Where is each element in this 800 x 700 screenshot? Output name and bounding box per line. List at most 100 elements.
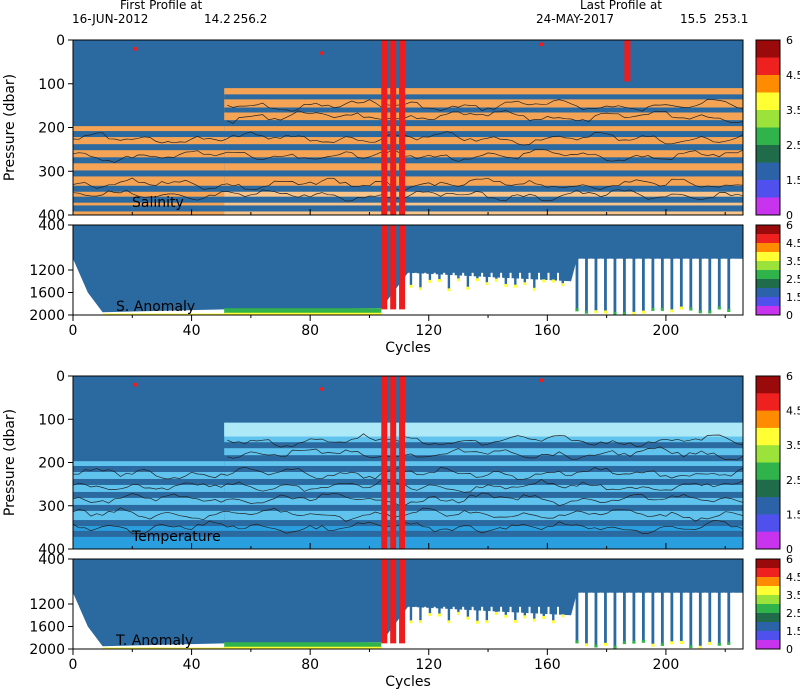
anomaly-strip: [224, 642, 382, 649]
contour-line: [72, 492, 744, 507]
profile-column: [708, 225, 712, 312]
profile-gap: [685, 258, 688, 309]
profile-gap: [490, 272, 493, 282]
profile-column: [466, 225, 470, 288]
profile-column: [438, 559, 441, 615]
profile-column: [641, 559, 645, 641]
profile-column: [485, 225, 489, 284]
profile-column: [651, 559, 655, 645]
x-tick-label: 200: [653, 323, 680, 339]
colorbar-segment: [756, 631, 780, 641]
colorbar-segment: [756, 197, 780, 216]
contour-line: [72, 148, 744, 163]
profile-gap: [528, 272, 531, 282]
colorbar-frame: [755, 375, 781, 550]
profile-gap: [433, 606, 436, 616]
bad-point: [133, 46, 138, 51]
colorbar-segment: [756, 279, 780, 289]
bad-profile-column: [390, 225, 397, 310]
profile-end: [551, 279, 555, 283]
panel-title: T. Anomaly: [115, 633, 193, 649]
flag-band: [73, 442, 743, 449]
profile-gap: [538, 606, 541, 616]
colorbar-segment: [756, 261, 780, 271]
profile-end: [603, 642, 608, 646]
profile-gap: [500, 606, 503, 616]
profile-column: [689, 225, 693, 309]
panel-title: S. Anomaly: [116, 299, 195, 315]
profile-gap: [637, 258, 640, 309]
profile-end: [651, 643, 655, 647]
contour-line: [72, 189, 744, 202]
profile-end: [523, 282, 527, 286]
profile-gap: [704, 592, 707, 643]
profile-column: [523, 225, 527, 284]
colorbar-tick-label: 1.5: [786, 625, 800, 638]
profile-gap: [666, 592, 669, 643]
profile-end: [485, 282, 489, 286]
colorbar-tick-label: 2.5: [786, 139, 800, 152]
profile-column: [594, 225, 598, 312]
colorbar-segment: [756, 162, 780, 181]
profile-end: [494, 611, 498, 615]
y-tick-label: 400: [38, 542, 65, 558]
profile-end: [613, 645, 617, 649]
colorbar-tick-label: 4.5: [786, 571, 800, 584]
anomaly-strip: [224, 646, 382, 649]
last-profile-date: 24-MAY-2017: [536, 12, 614, 26]
colorbar-segment: [756, 40, 780, 58]
profile-end: [418, 287, 422, 291]
flag-band: [73, 530, 743, 537]
bad-point: [320, 386, 325, 391]
colorbar-segment: [756, 622, 780, 632]
profile-column: [660, 559, 664, 644]
colorbar-segment: [756, 393, 780, 412]
profile-column: [632, 225, 636, 313]
flag-band: [73, 157, 743, 164]
profile-end: [542, 615, 546, 619]
profile-column: [604, 559, 607, 644]
y-tick-label: 400: [38, 208, 65, 224]
colorbar-segment: [756, 145, 780, 163]
colorbar-tick-label: 0: [786, 309, 793, 322]
colorbar: 6 4.5 3.5 2.5 1.5 0: [755, 219, 800, 322]
profile-end: [428, 279, 432, 283]
profile-column: [466, 559, 470, 618]
profile-column: [409, 225, 413, 286]
profile-end: [561, 283, 565, 287]
profile-gap: [538, 272, 541, 282]
profile-column: [698, 559, 702, 647]
profile-column: [476, 225, 479, 280]
profile-gap: [732, 592, 735, 643]
profile-column: [533, 225, 536, 289]
profile-end: [594, 310, 598, 314]
y-axis-label: Pressure (dbar): [2, 409, 18, 516]
profile-column: [409, 559, 413, 622]
profile-column: [428, 559, 432, 615]
panel-3: 0 100 200 300 400 Temperature Pressure (dbar): [2, 369, 744, 558]
profile-column: [447, 225, 451, 290]
colorbar-segment: [756, 127, 780, 146]
profile-end: [679, 306, 683, 310]
colorbar-segment: [756, 57, 780, 76]
anomaly-strip: [224, 312, 382, 315]
colorbar-segment: [756, 297, 780, 307]
y-tick-label: 400: [38, 218, 65, 234]
profile-end: [456, 611, 460, 615]
profile-column: [698, 225, 702, 312]
profile-gap: [424, 272, 427, 282]
colorbar-tick-label: 1.5: [786, 508, 800, 521]
flagged-step: [73, 559, 88, 593]
profile-column: [514, 559, 517, 621]
profile-end: [542, 279, 546, 283]
profile-gap: [628, 258, 631, 309]
profile-gap: [599, 258, 602, 309]
contour-line: [72, 131, 744, 146]
profile-end: [447, 288, 451, 292]
bad-point: [320, 51, 325, 56]
profile-gap: [590, 592, 593, 643]
profile-gap: [481, 272, 484, 282]
profile-column: [613, 559, 617, 647]
